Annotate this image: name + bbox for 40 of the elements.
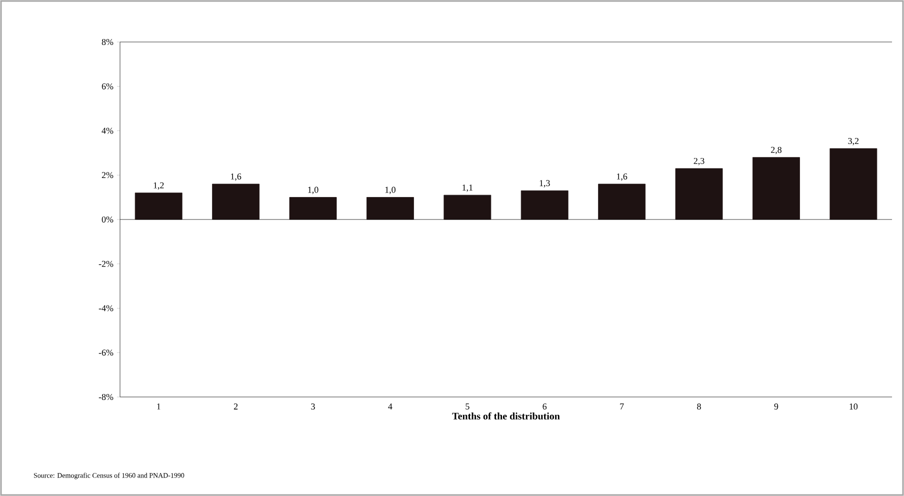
y-tick-label: 0% bbox=[102, 216, 114, 223]
x-axis-title: Tenths of the distribution bbox=[452, 412, 560, 420]
x-tick-label: 2 bbox=[234, 404, 238, 410]
y-tick-label: -4% bbox=[98, 305, 114, 312]
data-label: 1,0 bbox=[308, 186, 318, 194]
y-tick-label: -6% bbox=[98, 350, 114, 356]
x-tick-label: 3 bbox=[311, 404, 315, 410]
bar bbox=[830, 148, 878, 220]
data-label: 2,8 bbox=[771, 146, 782, 154]
x-tick-label: 10 bbox=[850, 404, 858, 410]
data-label: 1,6 bbox=[616, 173, 628, 181]
y-tick-label: 2% bbox=[102, 172, 114, 178]
data-label: 2,3 bbox=[694, 158, 704, 166]
bar bbox=[212, 184, 260, 220]
x-tick-label: 4 bbox=[388, 404, 392, 410]
x-tick-label: 1 bbox=[157, 404, 160, 410]
data-label: 1,3 bbox=[540, 180, 550, 188]
bar bbox=[598, 184, 646, 220]
y-tick-label: 8% bbox=[102, 38, 114, 46]
data-label: 3,2 bbox=[848, 138, 859, 146]
bar bbox=[444, 194, 492, 220]
x-tick-label: 7 bbox=[620, 404, 624, 410]
bar bbox=[752, 157, 800, 220]
bar bbox=[366, 197, 414, 220]
y-tick-label: 4% bbox=[102, 128, 114, 134]
bar bbox=[134, 192, 182, 220]
y-tick-label: -8% bbox=[98, 394, 114, 400]
x-tick-label: 8 bbox=[697, 404, 701, 410]
data-label: 1,0 bbox=[385, 186, 396, 194]
x-tick-label: 6 bbox=[542, 404, 547, 410]
y-tick-label: 6% bbox=[102, 83, 114, 90]
x-tick-label: 9 bbox=[774, 404, 778, 410]
bar bbox=[520, 190, 568, 220]
data-label: 1,2 bbox=[154, 182, 164, 190]
data-label: 1,6 bbox=[230, 173, 242, 181]
y-tick-label: -2% bbox=[98, 260, 114, 267]
x-tick-label: 5 bbox=[466, 404, 470, 410]
bar bbox=[675, 168, 723, 220]
bar bbox=[289, 197, 337, 220]
data-label: 1,1 bbox=[462, 184, 472, 192]
